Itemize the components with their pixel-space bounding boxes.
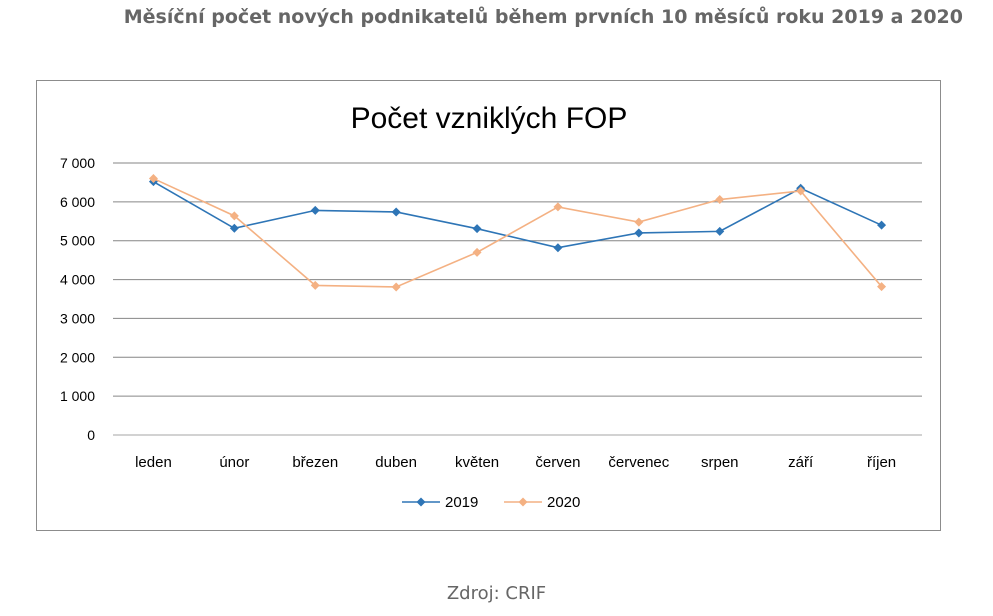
x-tick-label: květen — [455, 454, 499, 471]
x-tick-label: červenec — [608, 454, 669, 471]
data-point-2020 — [472, 247, 482, 257]
x-tick-label: říjen — [867, 454, 896, 471]
y-tick-label: 3 000 — [60, 310, 95, 326]
x-tick-label: září — [788, 454, 814, 471]
data-point-2019 — [229, 223, 239, 233]
series-line-2020 — [153, 177, 883, 288]
chart-frame: Počet vzniklých FOP 0 1 000 2 000 3 000 4 00… — [36, 80, 941, 531]
legend-marker-2019 — [416, 497, 426, 507]
x-tick-label: leden — [135, 454, 172, 471]
legend-marker-2020 — [518, 497, 528, 507]
data-point-2020 — [310, 280, 320, 290]
x-tick-label: červen — [535, 454, 580, 471]
data-point-2020 — [715, 195, 725, 205]
y-tick-label: 5 000 — [60, 233, 95, 249]
series-line-2019 — [153, 180, 882, 249]
y-tick-label: 0 — [87, 427, 95, 443]
data-point-2020 — [391, 282, 401, 292]
x-tick-label: březen — [292, 454, 338, 471]
page-heading: Měsíční počet nových podnikatelů během p… — [123, 6, 963, 28]
data-point-2019 — [553, 243, 563, 253]
chart-title: Počet vzniklých FOP — [351, 102, 628, 135]
legend-label: 2020 — [547, 494, 580, 511]
x-tick-label: duben — [375, 454, 417, 471]
data-point-2020 — [877, 282, 887, 292]
data-point-2019 — [715, 226, 725, 236]
y-tick-label: 4 000 — [60, 272, 95, 288]
data-point-2019 — [877, 220, 887, 230]
data-point-2019 — [634, 228, 644, 238]
x-tick-label: únor — [219, 454, 249, 471]
data-point-2019 — [472, 224, 482, 234]
data-point-2020 — [553, 202, 563, 212]
data-point-2020 — [148, 174, 158, 184]
data-point-2020 — [634, 217, 644, 227]
x-tick-label: srpen — [701, 454, 739, 471]
line-chart: Počet vzniklých FOP 0 1 000 2 000 3 000 4 00… — [60, 102, 922, 511]
y-tick-label: 2 000 — [60, 349, 95, 365]
y-tick-label: 7 000 — [60, 155, 95, 171]
data-point-2019 — [391, 207, 401, 217]
source-note: Zdroj: CRIF — [446, 583, 547, 604]
data-point-2019 — [310, 205, 320, 215]
data-point-2020 — [796, 186, 806, 196]
y-tick-label: 1 000 — [60, 388, 95, 404]
legend-label: 2019 — [445, 494, 478, 511]
y-tick-label: 6 000 — [60, 194, 95, 210]
data-point-2020 — [229, 211, 239, 221]
